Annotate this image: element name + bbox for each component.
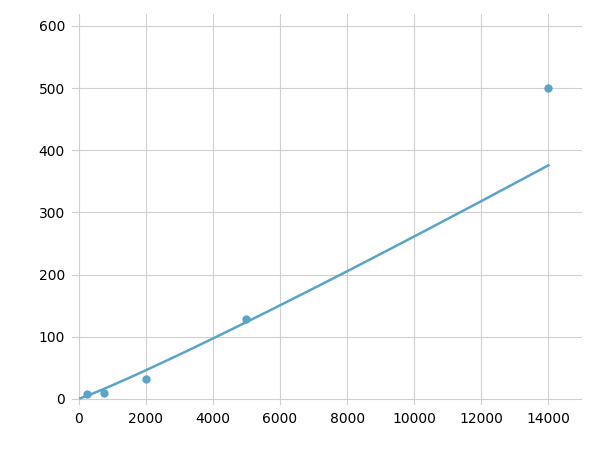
- Point: [99, 389, 109, 396]
- Point: [242, 315, 251, 323]
- Point: [82, 390, 92, 397]
- Point: [141, 375, 151, 382]
- Point: [544, 85, 553, 92]
